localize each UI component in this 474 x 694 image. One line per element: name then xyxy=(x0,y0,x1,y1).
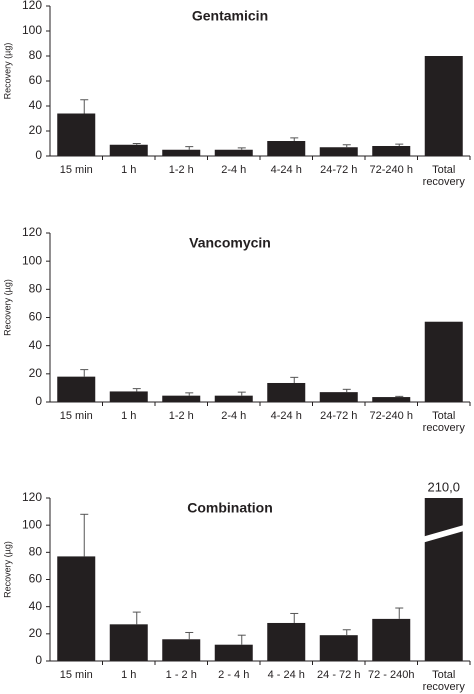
x-tick-label: 24-72 h xyxy=(320,410,358,422)
y-tick-label: 20 xyxy=(29,626,43,640)
bar xyxy=(109,391,148,402)
x-tick-label: 1-2 h xyxy=(168,410,194,422)
x-tick-label: 72 - 240h xyxy=(368,669,415,681)
y-tick-label: 0 xyxy=(35,394,42,408)
y-tick-label: 120 xyxy=(22,225,42,239)
y-tick-label: 60 xyxy=(29,73,43,87)
x-tick-label: 2-4 h xyxy=(221,164,247,176)
y-tick-label: 60 xyxy=(29,310,43,324)
bar xyxy=(267,141,306,156)
bar xyxy=(372,397,411,402)
y-tick-label: 80 xyxy=(29,282,43,296)
bar xyxy=(424,321,463,402)
bar xyxy=(319,635,358,661)
y-tick-label: 120 xyxy=(22,0,42,12)
y-axis-title: Recovery (µg) xyxy=(2,541,12,598)
x-tick-label: 1 h xyxy=(121,669,137,681)
x-tick-label: Total recovery xyxy=(422,669,465,693)
bar xyxy=(267,622,306,661)
chart-title: Vancomycin xyxy=(189,235,271,251)
x-tick-label: 2 - 4 h xyxy=(218,669,250,681)
bar xyxy=(372,618,411,661)
x-tick-label: 4-24 h xyxy=(270,164,302,176)
y-tick-label: 40 xyxy=(29,98,43,112)
bar xyxy=(319,147,358,156)
x-tick-label: 1-2 h xyxy=(168,164,194,176)
y-tick-label: 40 xyxy=(29,338,43,352)
x-tick-label: Total recovery xyxy=(422,164,465,188)
x-tick-label: 4 - 24 h xyxy=(267,669,305,681)
y-axis-title: Recovery (µg) xyxy=(2,43,12,100)
x-tick-label: 1 h xyxy=(121,410,137,422)
bar xyxy=(109,624,148,661)
y-tick-label: 80 xyxy=(29,48,43,62)
y-tick-label: 0 xyxy=(35,148,42,162)
bar xyxy=(214,644,253,661)
x-tick-label: 15 min xyxy=(59,164,93,176)
bar xyxy=(424,498,463,661)
x-tick-label: 1 h xyxy=(121,164,137,176)
x-tick-label: 72-240 h xyxy=(369,164,413,176)
bar xyxy=(214,395,253,402)
x-tick-label: 72-240 h xyxy=(369,410,413,422)
bar xyxy=(109,144,148,156)
bar xyxy=(424,56,463,156)
bar xyxy=(319,392,358,402)
y-tick-label: 100 xyxy=(22,253,42,267)
y-tick-label: 100 xyxy=(22,517,42,531)
value-label: 210,0 xyxy=(427,479,460,494)
chart-title: Combination xyxy=(187,500,273,516)
x-tick-label: 4-24 h xyxy=(270,410,302,422)
bar xyxy=(267,382,306,402)
axis-break xyxy=(422,524,465,543)
bar xyxy=(57,556,96,661)
x-tick-label: 15 min xyxy=(59,410,93,422)
bar xyxy=(57,113,96,156)
bar xyxy=(162,149,201,156)
x-tick-label: 2-4 h xyxy=(221,410,247,422)
y-tick-label: 120 xyxy=(22,490,42,504)
y-tick-label: 0 xyxy=(35,653,42,667)
bar xyxy=(372,146,411,156)
x-tick-label: 1 - 2 h xyxy=(165,669,197,681)
x-tick-label: 24 - 72 h xyxy=(317,669,361,681)
x-tick-label: 15 min xyxy=(59,669,93,681)
bar xyxy=(162,639,201,661)
y-tick-label: 100 xyxy=(22,23,42,37)
bar xyxy=(57,376,96,402)
y-tick-label: 40 xyxy=(29,599,43,613)
chart-title: Gentamicin xyxy=(192,8,268,24)
y-tick-label: 20 xyxy=(29,366,43,380)
y-tick-label: 20 xyxy=(29,123,43,137)
y-tick-label: 80 xyxy=(29,545,43,559)
y-tick-label: 60 xyxy=(29,572,43,586)
bar xyxy=(214,149,253,156)
x-tick-label: Total recovery xyxy=(422,410,465,434)
bar xyxy=(162,395,201,402)
x-tick-label: 24-72 h xyxy=(320,164,358,176)
y-axis-title: Recovery (µg) xyxy=(2,279,12,336)
